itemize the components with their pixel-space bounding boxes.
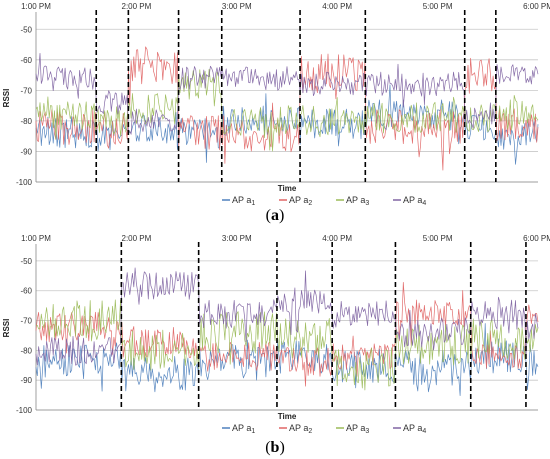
x-axis-label: Time	[278, 412, 297, 421]
legend-label-subscript: 2	[308, 428, 312, 435]
y-axis-label: RSSI	[2, 319, 11, 338]
y-tick-label: -70	[20, 317, 32, 326]
legend-label: AP a2	[289, 423, 312, 435]
x-tick-label: 2:00 PM	[122, 234, 152, 243]
legend-label: AP a3	[346, 423, 369, 435]
legend-label: AP a1	[232, 195, 255, 207]
series-line-ap-a3	[35, 68, 539, 152]
y-tick-label: -90	[20, 376, 32, 385]
x-tick-label: 3:00 PM	[222, 234, 252, 243]
legend-label: AP a4	[403, 195, 426, 207]
legend-label-subscript: 4	[422, 200, 426, 207]
y-tick-label: -50	[20, 25, 32, 34]
y-tick-label: -50	[20, 257, 32, 266]
x-axis-label: Time	[278, 184, 297, 193]
x-tick-label: 1:00 PM	[21, 234, 51, 243]
legend-label: AP a1	[232, 423, 255, 435]
panel-a-caption-letter: a	[271, 207, 279, 224]
panel-b-caption-letter: b	[271, 439, 280, 456]
legend-label-subscript: 2	[308, 200, 312, 207]
legend-label-subscript: 3	[365, 200, 369, 207]
x-tick-label: 2:00 PM	[122, 2, 152, 11]
legend: AP a1 AP a2 AP a3 AP a4	[222, 423, 426, 435]
y-tick-label: -60	[20, 287, 32, 296]
series-line-ap-a2	[35, 281, 539, 387]
y-axis-label: RSSI	[2, 89, 11, 108]
legend-label-subscript: 1	[251, 200, 255, 207]
legend-label: AP a2	[289, 195, 312, 207]
x-tick-label: 4:00 PM	[322, 234, 352, 243]
legend: AP a1 AP a2 AP a3 AP a4	[222, 195, 426, 207]
x-tick-label: 5:00 PM	[423, 2, 453, 11]
x-tick-label: 5:00 PM	[423, 234, 453, 243]
panel-b-caption: (b)	[265, 439, 285, 456]
x-tick-label: 6:00 PM	[523, 234, 550, 243]
x-tick-label: 3:00 PM	[222, 2, 252, 11]
y-tick-label: -100	[16, 178, 33, 187]
y-tick-label: -80	[20, 346, 32, 355]
y-tick-label: -90	[20, 147, 32, 156]
y-tick-label: -100	[16, 406, 33, 415]
series-line-ap-a4	[35, 267, 539, 366]
legend-label: AP a4	[403, 423, 426, 435]
series-line-ap-a3	[35, 299, 539, 391]
legend-label-subscript: 4	[422, 428, 426, 435]
x-tick-label: 4:00 PM	[322, 2, 352, 11]
y-tick-label: -80	[20, 117, 32, 126]
y-tick-label: -60	[20, 56, 32, 65]
panel-a-chart: -50 -60 -70 -80 -90 -100 1:00 PM 2:00 PM 3:00 PM…	[2, 2, 550, 207]
series-line-ap-a4	[35, 52, 539, 135]
y-tick-label: -70	[20, 86, 32, 95]
x-tick-label: 6:00 PM	[523, 2, 550, 11]
panel-a-caption: (a)	[266, 207, 285, 224]
x-tick-label: 1:00 PM	[21, 2, 51, 11]
panel-b-chart: -50 -60 -70 -80 -90 -100 1:00 PM 2:00 PM 3:00 PM…	[2, 234, 550, 435]
legend-label: AP a3	[346, 195, 369, 207]
series-line-ap-a1	[35, 323, 539, 396]
legend-label-subscript: 1	[251, 428, 255, 435]
legend-label-subscript: 3	[365, 428, 369, 435]
